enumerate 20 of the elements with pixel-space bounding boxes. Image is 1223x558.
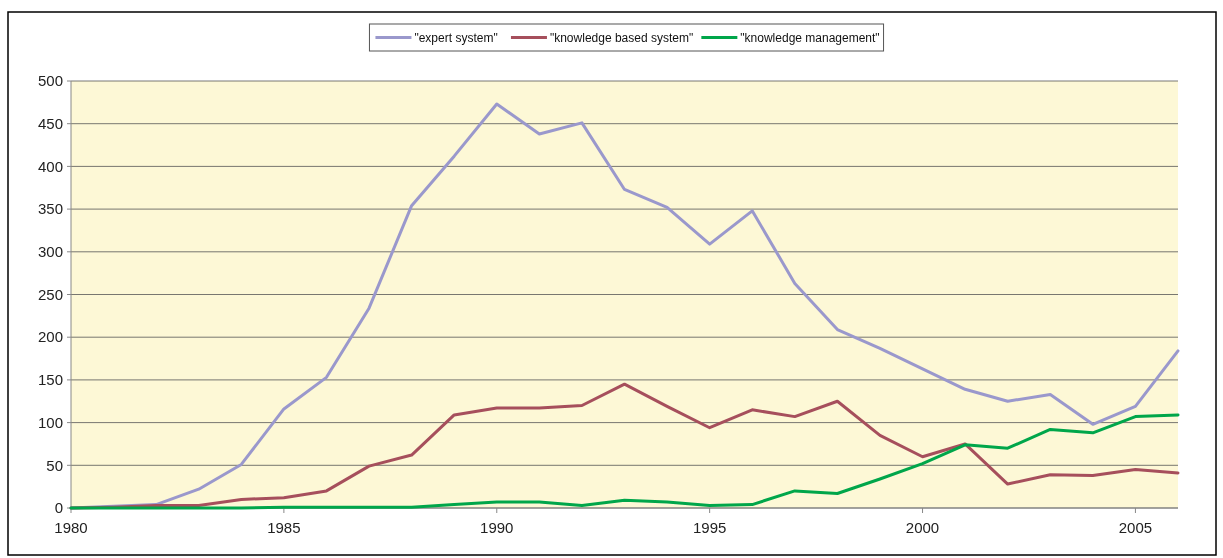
y-tick-label: 250: [37, 285, 63, 303]
legend-label: "expert system": [414, 30, 498, 45]
x-tick-label: 1985: [267, 519, 301, 536]
y-tick-label: 100: [37, 413, 63, 431]
y-tick-label: 300: [37, 243, 63, 261]
x-tick-label: 2005: [1118, 519, 1153, 536]
y-tick-label: 150: [37, 371, 63, 389]
y-tick-label: 200: [37, 328, 63, 346]
y-tick-label: 400: [37, 157, 63, 175]
x-tick-label: 1990: [480, 519, 514, 536]
x-tick-label: 2000: [905, 519, 940, 536]
x-tick-label: 1980: [54, 519, 88, 536]
y-tick-label: 350: [37, 200, 63, 218]
legend-label: "knowledge based system": [549, 30, 694, 45]
legend-label: "knowledge management": [740, 30, 880, 45]
y-tick-label: 450: [37, 114, 63, 132]
y-tick-label: 50: [46, 456, 63, 474]
y-tick-label: 500: [37, 72, 63, 90]
x-tick-label: 1995: [692, 519, 727, 536]
y-tick-label: 0: [54, 499, 63, 517]
